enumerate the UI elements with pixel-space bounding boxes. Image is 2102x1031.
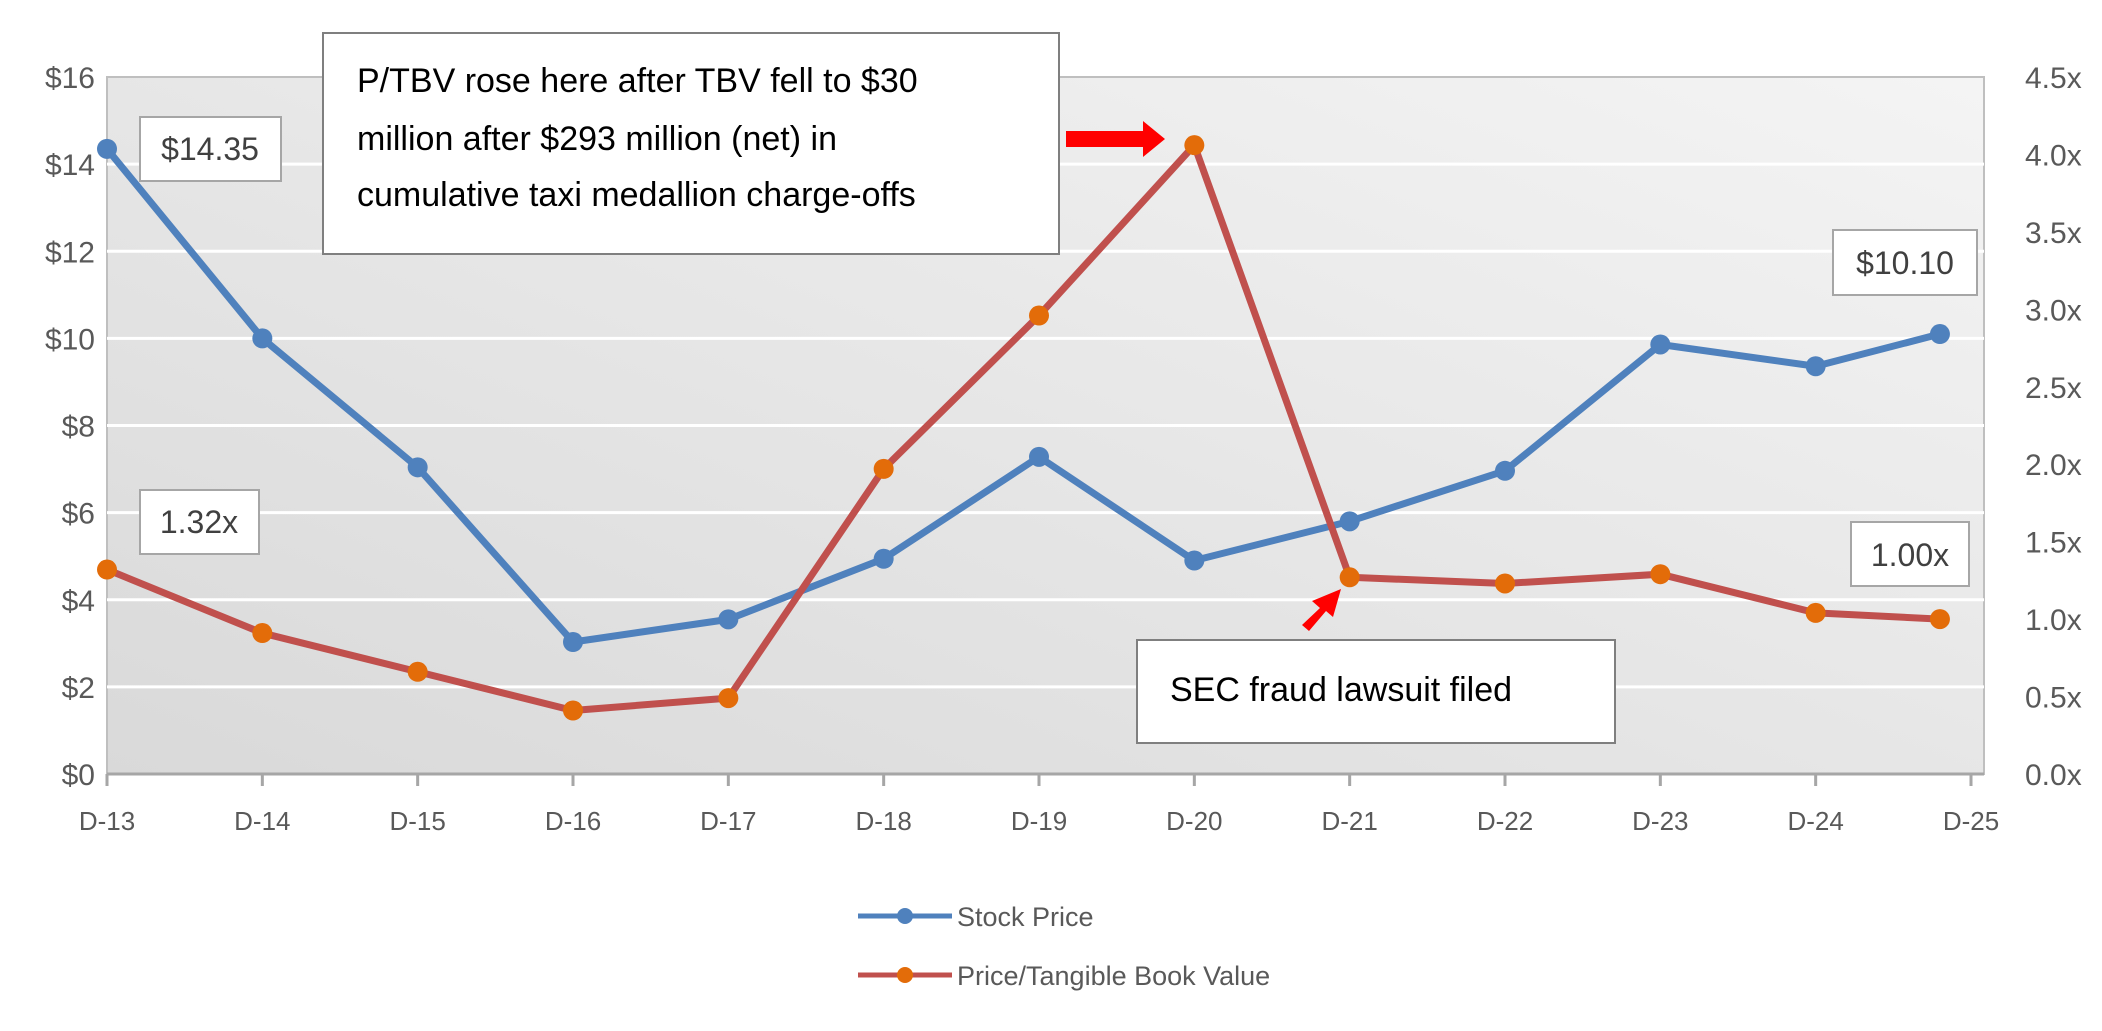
y-right-tick-label: 2.0x	[2025, 449, 2082, 482]
y-right-tick-label: 3.5x	[2025, 217, 2082, 250]
arrow-up-right-icon	[1302, 589, 1341, 631]
x-tick-label: D-14	[234, 806, 290, 836]
y-right-tick-label: 0.0x	[2025, 759, 2082, 792]
x-tick-label: D-16	[545, 806, 601, 836]
arrow-right-icon	[1066, 121, 1165, 157]
y-left-tick-label: $14	[45, 149, 95, 182]
data-point-stock-price	[718, 609, 739, 630]
svg-text:SEC fraud lawsuit filed: SEC fraud lawsuit filed	[1170, 671, 1512, 709]
data-point-stock-price	[97, 138, 117, 159]
y-left-tick-label: $12	[45, 236, 95, 269]
data-point-stock-price	[1339, 511, 1360, 532]
data-point-stock-price	[1805, 356, 1826, 377]
y-left-tick-label: $4	[62, 585, 95, 618]
svg-text:$14.35: $14.35	[161, 131, 259, 167]
data-point-stock-price	[1929, 324, 1950, 345]
x-tick-label: D-21	[1321, 806, 1377, 836]
annotation-sec-note: SEC fraud lawsuit filed	[1136, 639, 1616, 744]
data-point-ptbv	[1495, 573, 1515, 594]
legend: Stock Price Price/Tangible Book Value	[858, 902, 1270, 991]
series-layer	[97, 135, 1950, 721]
data-point-ptbv	[407, 661, 428, 682]
data-label-ptbv-first: 1.32x	[139, 489, 260, 555]
data-point-ptbv	[718, 688, 739, 709]
data-point-stock-price	[1495, 460, 1515, 481]
y-right-tick-label: 4.0x	[2025, 139, 2082, 172]
y-right-tick-label: 1.0x	[2025, 604, 2082, 637]
data-point-ptbv	[1339, 567, 1360, 588]
x-tick-label: D-25	[1943, 806, 1999, 836]
data-point-stock-price	[1029, 446, 1049, 467]
svg-text:Price/Tangible Book Value: Price/Tangible Book Value	[957, 961, 1270, 991]
data-point-ptbv	[252, 623, 273, 644]
data-point-ptbv	[1029, 305, 1049, 326]
y-right-tick-label: 2.5x	[2025, 372, 2082, 405]
x-tick-label: D-22	[1477, 806, 1533, 836]
x-tick-label: D-18	[855, 806, 911, 836]
svg-text:Stock Price: Stock Price	[957, 902, 1094, 932]
x-tick-label: D-23	[1632, 806, 1688, 836]
data-point-stock-price	[1650, 334, 1671, 355]
y-right-tick-label: 4.5x	[2025, 62, 2082, 95]
data-point-ptbv	[1650, 564, 1671, 585]
data-point-stock-price	[407, 457, 428, 478]
data-point-ptbv	[1929, 609, 1950, 630]
svg-text:1.32x: 1.32x	[160, 504, 238, 540]
svg-text:million after $293 million (ne: million after $293 million (net) in	[357, 120, 837, 158]
svg-text:P/TBV rose here after TBV fell: P/TBV rose here after TBV fell to $30	[357, 62, 918, 100]
x-tick-label: D-13	[79, 806, 135, 836]
data-label-ptbv-last: 1.00x	[1850, 521, 1970, 587]
data-point-ptbv	[873, 458, 894, 479]
x-tick-label: D-20	[1166, 806, 1222, 836]
data-point-ptbv	[1805, 602, 1826, 623]
legend-item-stock-price[interactable]: Stock Price	[858, 902, 1094, 932]
y-left-tick-label: $0	[62, 759, 95, 792]
data-label-stock-last: $10.10	[1832, 229, 1978, 296]
x-tick-label: D-15	[389, 806, 445, 836]
svg-text:1.00x: 1.00x	[1871, 537, 1949, 573]
y-left-tick-label: $10	[45, 323, 95, 356]
y-right-tick-label: 3.0x	[2025, 294, 2082, 327]
annotation-tbv-note: P/TBV rose here after TBV fell to $30 mi…	[322, 32, 1060, 255]
y-right-tick-label: 1.5x	[2025, 527, 2082, 560]
y-left-tick-label: $8	[62, 411, 95, 444]
data-point-stock-price	[563, 632, 583, 653]
data-point-ptbv	[563, 700, 583, 721]
data-point-ptbv	[97, 559, 117, 580]
x-tick-label: D-24	[1787, 806, 1843, 836]
data-point-stock-price	[1184, 550, 1205, 571]
svg-text:cumulative taxi medallion char: cumulative taxi medallion charge-offs	[357, 176, 916, 214]
y-left-tick-label: $6	[62, 498, 95, 531]
y-right-tick-label: 0.5x	[2025, 682, 2082, 715]
x-tick-label: D-17	[700, 806, 756, 836]
y-left-tick-label: $2	[62, 672, 95, 705]
x-tick-label: D-19	[1011, 806, 1067, 836]
y-left-tick-label: $16	[45, 62, 95, 95]
data-label-stock-first: $14.35	[139, 116, 282, 182]
data-point-stock-price	[252, 328, 273, 349]
axes: $0 $2 $4 $6 $8 $10 $12 $14 $16 0.0x 0.5x 1.0x 1.5x 2.…	[45, 62, 2082, 836]
legend-item-ptbv[interactable]: Price/Tangible Book Value	[858, 961, 1270, 991]
svg-text:$10.10: $10.10	[1856, 245, 1954, 281]
data-point-ptbv	[1184, 135, 1205, 156]
data-point-stock-price	[873, 548, 894, 569]
